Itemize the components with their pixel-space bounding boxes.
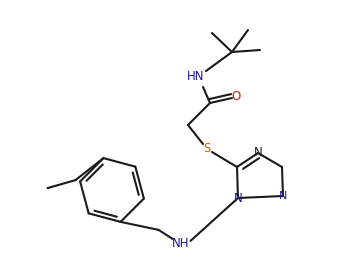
Text: HN: HN	[187, 70, 205, 84]
Text: N: N	[253, 147, 262, 160]
Text: N: N	[279, 191, 287, 201]
Text: N: N	[234, 191, 242, 205]
Text: O: O	[231, 90, 241, 103]
Text: NH: NH	[172, 237, 189, 250]
Text: S: S	[203, 142, 211, 155]
